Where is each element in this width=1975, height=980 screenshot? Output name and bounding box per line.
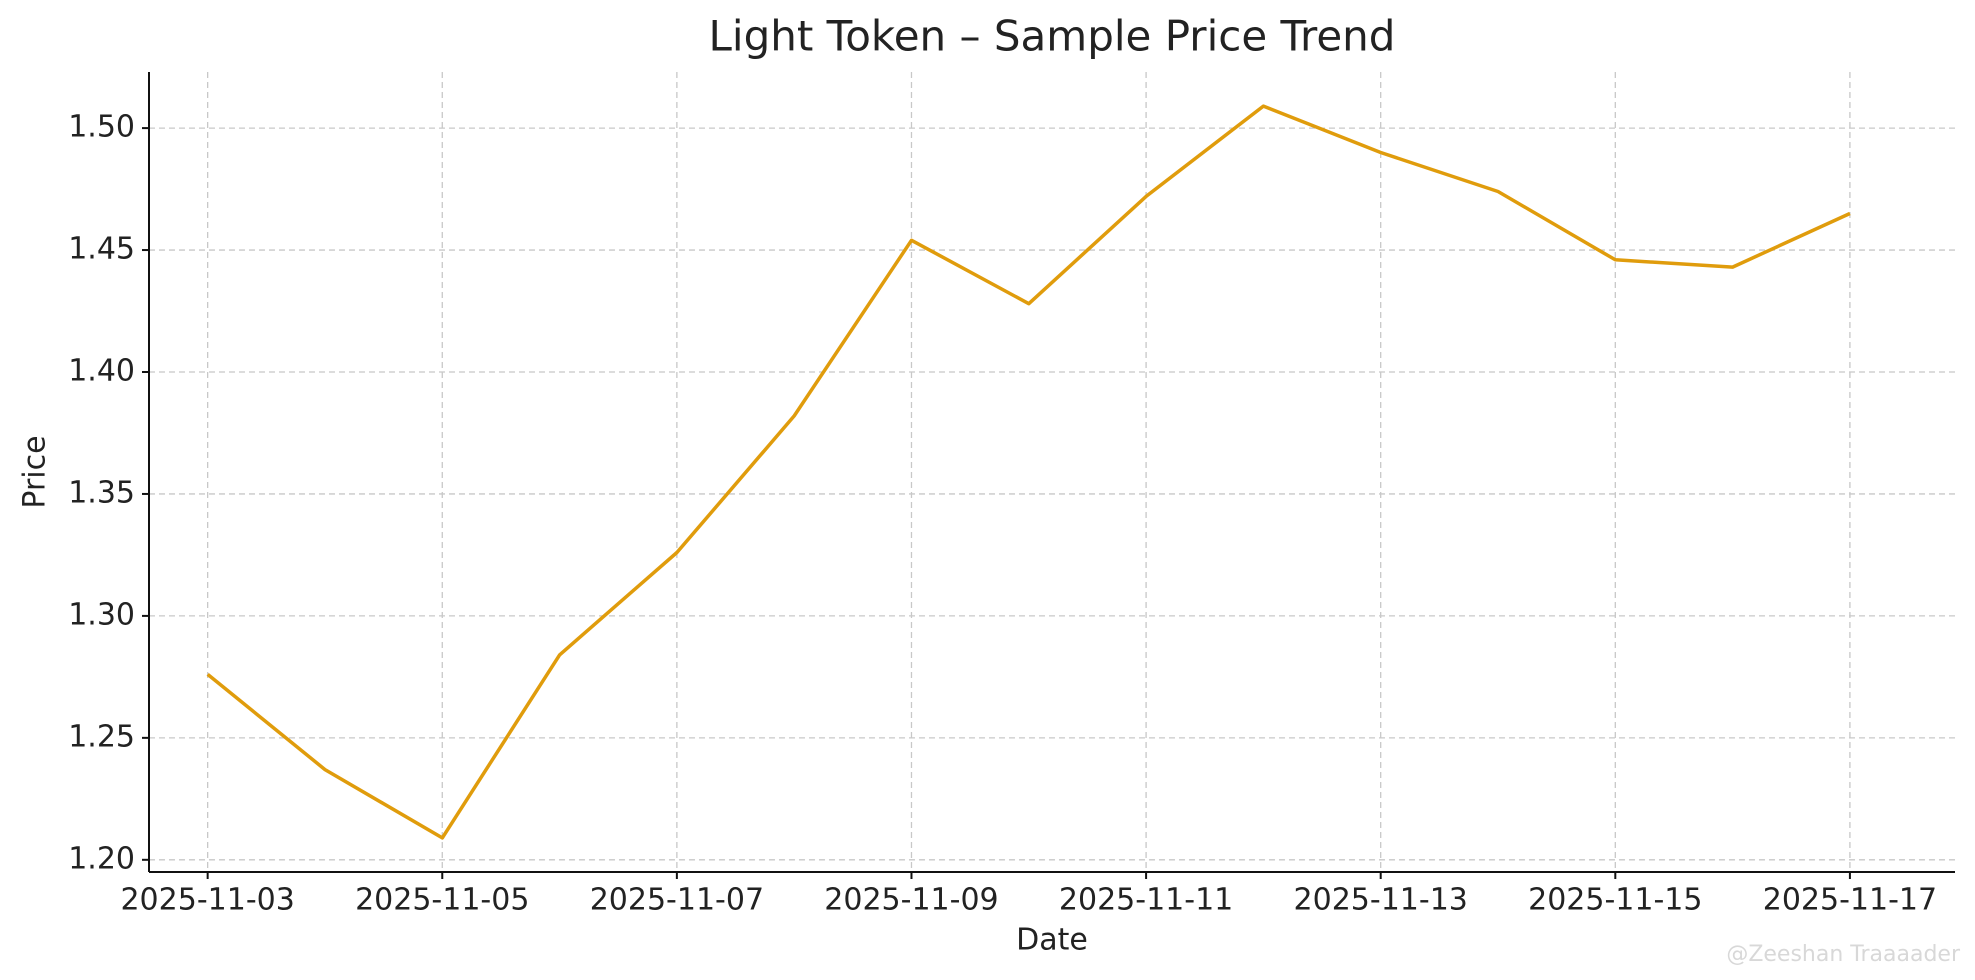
chart-title: Light Token – Sample Price Trend [709,12,1396,61]
y-tick-label: 1.20 [68,841,135,876]
y-tick-label: 1.40 [68,354,135,389]
y-axis-label: Price [18,435,53,508]
price-line [206,104,1851,840]
x-tick-label: 2025-11-05 [355,883,529,918]
x-tick-label: 2025-11-13 [1294,883,1468,918]
x-tick-label: 2025-11-17 [1763,883,1937,918]
x-tick-label: 2025-11-15 [1528,883,1702,918]
x-tick-label: 2025-11-03 [120,883,294,918]
y-tick-label: 1.50 [68,110,135,145]
y-tick-label: 1.45 [68,232,135,267]
x-tick-label: 2025-11-11 [1059,883,1233,918]
x-tick-label: 2025-11-07 [590,883,764,918]
x-axis-label: Date [1016,923,1088,958]
y-tick-label: 1.30 [68,597,135,632]
y-tick-label: 1.25 [68,719,135,754]
y-tick-label: 1.35 [68,475,135,510]
watermark: @Zeeshan Traaaader [1726,942,1961,967]
x-tick-label: 2025-11-09 [824,883,998,918]
